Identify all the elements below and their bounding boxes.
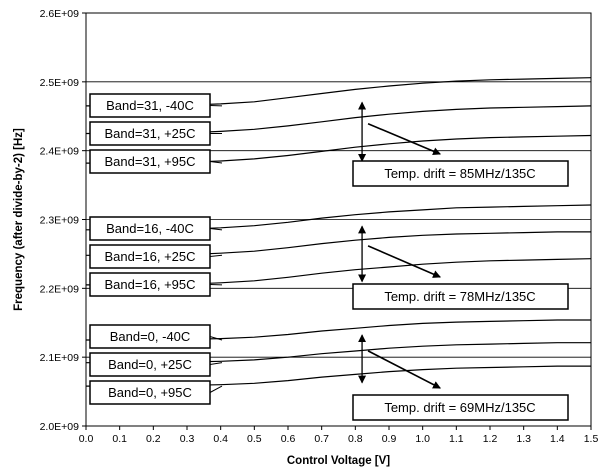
x-tick-label: 1.3: [516, 433, 531, 445]
x-tick-label: 1.4: [550, 433, 565, 445]
drift-annotations: Temp. drift = 85MHz/135C Temp. drift = 78…: [352, 101, 569, 421]
y-tick-label: 2.4E+09: [40, 146, 80, 158]
y-tick-label: 2.3E+09: [40, 215, 80, 227]
drift-annotation-text: Temp. drift = 78MHz/135C: [384, 289, 535, 304]
series-label-box: [89, 272, 211, 297]
drift-pointer-arrow: [367, 245, 441, 278]
series-label: Band=31, -40C: [106, 98, 194, 113]
x-tick-label: 0.3: [180, 433, 195, 445]
y-axis-label: Frequency (after divide-by-2) [Hz]: [13, 128, 25, 311]
label-leader-line: [209, 254, 223, 257]
y-tick-label: 2.2E+09: [40, 283, 80, 295]
label-leader-line: [209, 161, 223, 164]
series-label: Band=31, +25C: [104, 126, 195, 141]
series-label-box: [89, 380, 211, 405]
drift-annotation-text: Temp. drift = 69MHz/135C: [384, 400, 535, 415]
series-label: Band=16, +95C: [104, 277, 195, 292]
label-leader-line: [209, 362, 223, 365]
series-label: Band=0, -40C: [110, 329, 191, 344]
series-label-box: [89, 93, 211, 118]
y-tick-label: 2.6E+09: [40, 8, 80, 20]
y-axis-ticks: 2.0E+09 2.1E+09 2.2E+09 2.3E+09 2.4E+09 2.5E+…: [40, 8, 86, 433]
x-tick-label: 0.5: [247, 433, 262, 445]
x-tick-label: 0.1: [112, 433, 127, 445]
x-tick-label: 1.1: [449, 433, 464, 445]
series-label-box: [89, 149, 211, 174]
series-labels: Band=31, -40C Band=31, +25C Band=31, +95C B…: [89, 93, 223, 405]
series-label-box: [89, 244, 211, 269]
y-tick-label: 2.0E+09: [40, 421, 80, 433]
drift-annotation-box: [352, 394, 569, 421]
series-label: Band=16, -40C: [106, 221, 194, 236]
x-tick-label: 0.8: [348, 433, 363, 445]
series-label-box: [89, 216, 211, 241]
y-tick-label: 2.1E+09: [40, 352, 80, 364]
drift-annotation-box: [352, 283, 569, 310]
label-leader-line: [209, 385, 223, 393]
x-tick-label: 0.2: [146, 433, 161, 445]
series-label: Band=16, +25C: [104, 249, 195, 264]
series-label: Band=0, +95C: [108, 385, 192, 400]
x-tick-label: 0.0: [79, 433, 94, 445]
label-leader-line: [209, 336, 223, 341]
x-tick-label: 0.7: [314, 433, 329, 445]
label-leader-line: [209, 228, 223, 231]
x-tick-label: 1.0: [415, 433, 430, 445]
series-label: Band=31, +95C: [104, 154, 195, 169]
x-tick-label: 1.5: [584, 433, 599, 445]
drift-pointer-arrow: [367, 350, 441, 389]
series-label-box: [89, 352, 211, 377]
drift-annotation-box: [352, 160, 569, 187]
series-label-box: [89, 121, 211, 146]
x-tick-label: 0.9: [382, 433, 397, 445]
series-label: Band=0, +25C: [108, 357, 192, 372]
x-axis-ticks: 0.0 0.1 0.2 0.3 0.4 0.5 0.6 0.7 0.8 0.9 1.0 1.1 1.2 1…: [79, 426, 599, 445]
x-tick-label: 0.6: [281, 433, 296, 445]
series-label-box: [89, 324, 211, 349]
y-tick-label: 2.5E+09: [40, 77, 80, 89]
drift-annotation-text: Temp. drift = 85MHz/135C: [384, 166, 535, 181]
x-tick-label: 1.2: [483, 433, 498, 445]
x-tick-label: 0.4: [213, 433, 228, 445]
x-axis-label: Control Voltage [V]: [287, 455, 390, 467]
drift-pointer-arrow: [367, 122, 441, 155]
